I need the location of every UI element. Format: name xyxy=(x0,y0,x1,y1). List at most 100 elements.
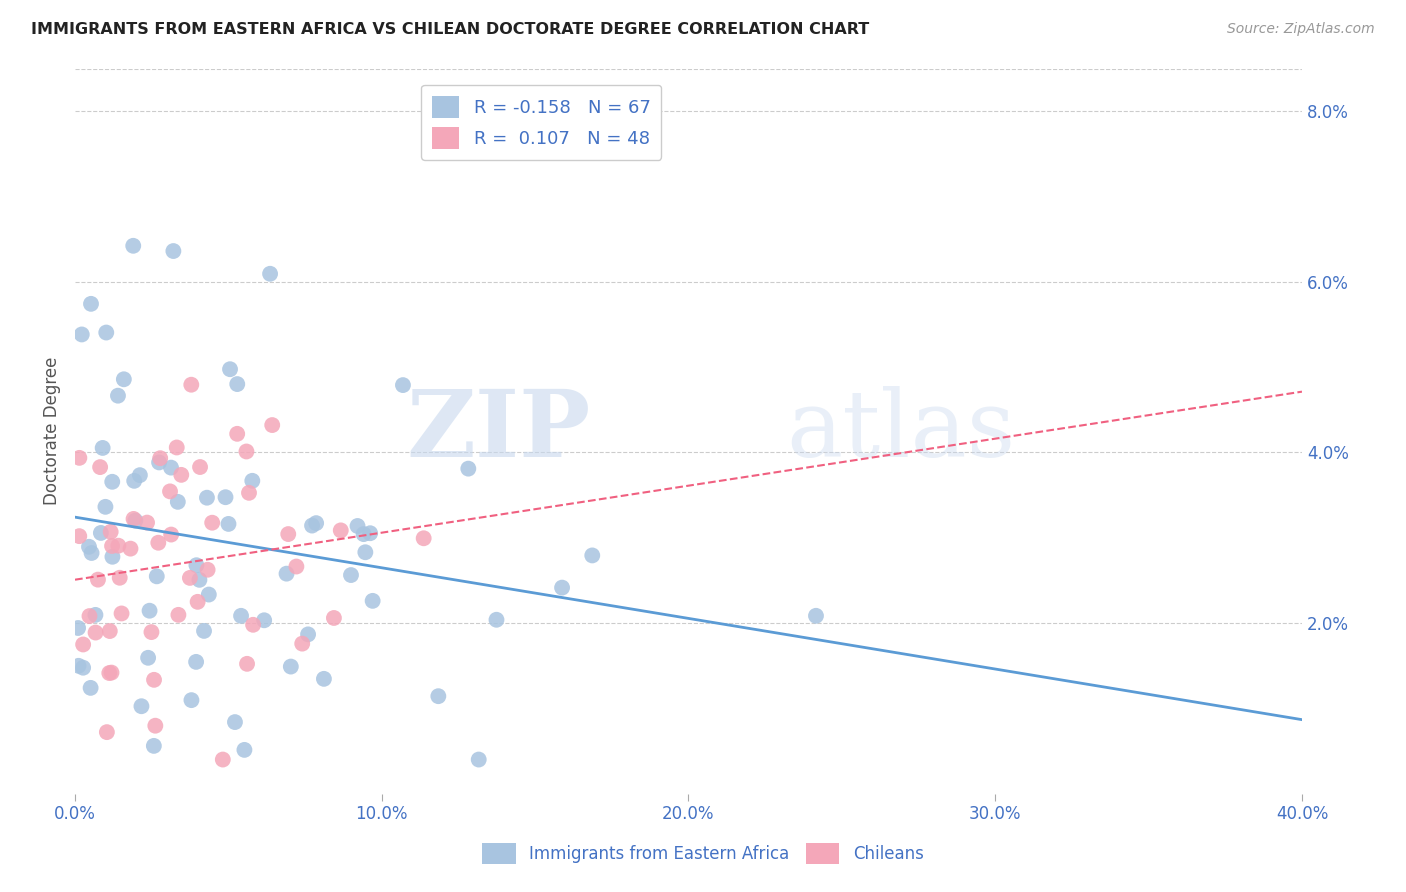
Point xyxy=(110,607,132,621)
Point xyxy=(148,455,170,469)
Point xyxy=(804,608,827,623)
Point xyxy=(124,514,146,528)
Point xyxy=(90,525,112,540)
Point xyxy=(259,267,281,281)
Text: IMMIGRANTS FROM EASTERN AFRICA VS CHILEAN DOCTORATE DEGREE CORRELATION CHART: IMMIGRANTS FROM EASTERN AFRICA VS CHILEA… xyxy=(31,22,869,37)
Point xyxy=(180,693,202,707)
Point xyxy=(79,609,101,624)
Point xyxy=(187,595,209,609)
Point xyxy=(340,568,363,582)
Point xyxy=(277,527,299,541)
Point xyxy=(195,491,218,505)
Point xyxy=(91,441,114,455)
Point xyxy=(79,681,101,695)
Point xyxy=(98,624,121,638)
Point xyxy=(218,516,240,531)
Point xyxy=(353,527,375,541)
Point xyxy=(211,753,233,767)
Point xyxy=(80,546,103,560)
Point xyxy=(84,607,107,622)
Legend: R = -0.158   N = 67, R =  0.107   N = 48: R = -0.158 N = 67, R = 0.107 N = 48 xyxy=(422,85,661,160)
Point xyxy=(67,658,90,673)
Point xyxy=(122,239,145,253)
Point xyxy=(297,627,319,641)
Point xyxy=(67,621,90,635)
Point xyxy=(101,549,124,564)
Point xyxy=(198,588,221,602)
Point xyxy=(457,461,479,475)
Point xyxy=(226,426,249,441)
Point xyxy=(197,563,219,577)
Text: atlas: atlas xyxy=(786,386,1017,476)
Point xyxy=(146,569,169,583)
Point xyxy=(186,558,208,573)
Point xyxy=(361,594,384,608)
Point xyxy=(346,519,368,533)
Point xyxy=(276,566,298,581)
Point xyxy=(229,608,252,623)
Point xyxy=(359,526,381,541)
Point xyxy=(180,377,202,392)
Y-axis label: Doctorate Degree: Doctorate Degree xyxy=(44,357,60,505)
Point xyxy=(72,638,94,652)
Point xyxy=(89,460,111,475)
Point xyxy=(148,535,170,549)
Point xyxy=(80,297,103,311)
Point xyxy=(138,604,160,618)
Point xyxy=(188,460,211,475)
Point xyxy=(170,467,193,482)
Point xyxy=(242,617,264,632)
Point xyxy=(141,625,163,640)
Point xyxy=(166,441,188,455)
Point xyxy=(120,541,142,556)
Point xyxy=(108,571,131,585)
Point xyxy=(122,474,145,488)
Point xyxy=(143,719,166,733)
Point xyxy=(235,444,257,458)
Point xyxy=(72,661,94,675)
Point xyxy=(238,485,260,500)
Point xyxy=(214,490,236,504)
Point xyxy=(149,451,172,466)
Point xyxy=(84,625,107,640)
Point xyxy=(224,715,246,730)
Point xyxy=(107,389,129,403)
Point xyxy=(87,573,110,587)
Point xyxy=(240,474,263,488)
Point xyxy=(219,362,242,376)
Point xyxy=(427,689,450,703)
Legend: Immigrants from Eastern Africa, Chileans: Immigrants from Eastern Africa, Chileans xyxy=(475,837,931,871)
Point xyxy=(322,611,344,625)
Point xyxy=(160,460,183,475)
Point xyxy=(136,650,159,665)
Text: Source: ZipAtlas.com: Source: ZipAtlas.com xyxy=(1227,22,1375,37)
Point xyxy=(101,475,124,489)
Point xyxy=(128,468,150,483)
Point xyxy=(167,607,190,622)
Point xyxy=(285,559,308,574)
Point xyxy=(226,377,249,392)
Point xyxy=(70,327,93,342)
Point xyxy=(467,753,489,767)
Point xyxy=(96,326,118,340)
Point xyxy=(101,539,124,553)
Text: ZIP: ZIP xyxy=(406,386,591,476)
Point xyxy=(551,581,574,595)
Point xyxy=(305,516,328,530)
Point xyxy=(112,372,135,386)
Point xyxy=(67,529,90,543)
Point xyxy=(329,524,352,538)
Point xyxy=(412,531,434,545)
Point xyxy=(100,524,122,539)
Point xyxy=(67,450,90,465)
Point xyxy=(160,527,183,541)
Point xyxy=(107,539,129,553)
Point xyxy=(136,516,159,530)
Point xyxy=(291,637,314,651)
Point xyxy=(143,673,166,687)
Point xyxy=(179,571,201,585)
Point xyxy=(392,378,415,392)
Point xyxy=(98,666,121,681)
Point xyxy=(201,516,224,530)
Point xyxy=(159,484,181,499)
